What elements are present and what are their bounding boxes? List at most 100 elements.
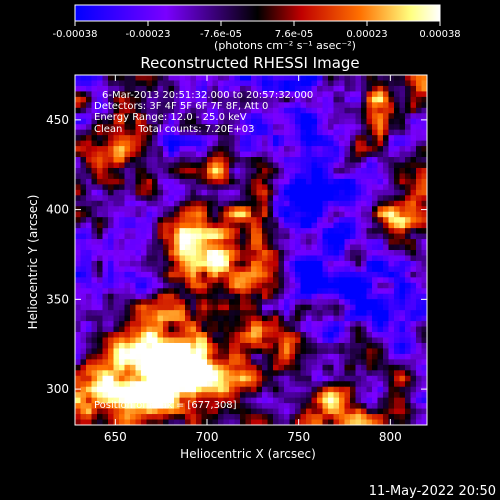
heatmap-cell [240, 266, 246, 273]
heatmap-cell [377, 222, 384, 229]
heatmap-cell [394, 146, 400, 152]
heatmap-cell [174, 288, 180, 295]
heatmap-cell [196, 211, 202, 218]
heatmap-cell [234, 140, 241, 147]
heatmap-cell [185, 244, 191, 251]
heatmap-cell [113, 266, 120, 273]
heatmap-cell [399, 75, 406, 81]
heatmap-cell [273, 135, 279, 142]
heatmap-cell [350, 140, 356, 147]
heatmap-cell [416, 124, 422, 131]
heatmap-cell [361, 222, 367, 229]
heatmap-cell [223, 211, 230, 218]
heatmap-cell [306, 403, 312, 409]
heatmap-cell [344, 353, 351, 360]
heatmap-cell [141, 157, 147, 163]
heatmap-cell [86, 315, 92, 322]
heatmap-cell [366, 80, 373, 87]
heatmap-cell [256, 129, 263, 136]
colorbar-tick-label: -0.00023 [126, 29, 171, 40]
heatmap-cell [344, 282, 351, 289]
heatmap-cell [273, 75, 279, 81]
heatmap-cell [322, 288, 329, 295]
heatmap-cell [344, 271, 351, 278]
heatmap-cell [163, 124, 169, 131]
heatmap-cell [135, 375, 142, 382]
heatmap-cell [273, 282, 279, 289]
heatmap-cell [251, 419, 257, 426]
heatmap-cell [124, 173, 131, 180]
heatmap-cell [157, 91, 164, 98]
heatmap-cell [212, 239, 219, 245]
heatmap-cell [306, 282, 312, 289]
heatmap-cell [300, 419, 307, 426]
heatmap-cell [399, 381, 406, 388]
heatmap-cell [262, 266, 268, 273]
heatmap-cell [201, 96, 208, 103]
heatmap-cell [405, 184, 411, 191]
heatmap-cell [377, 271, 384, 278]
heatmap-cell [399, 107, 406, 114]
heatmap-cell [416, 228, 422, 234]
heatmap-cell [174, 250, 180, 256]
heatmap-cell [311, 271, 318, 278]
heatmap-cell [223, 293, 230, 300]
heatmap-cell [377, 386, 384, 393]
heatmap-cell [322, 408, 329, 415]
heatmap-cell [196, 348, 202, 355]
heatmap-cell [394, 260, 400, 267]
heatmap-cell [306, 200, 312, 207]
heatmap-cell [405, 370, 411, 377]
heatmap-cell [355, 370, 362, 377]
heatmap-cell [405, 255, 411, 262]
heatmap-cell [273, 157, 279, 163]
heatmap-cell [366, 162, 373, 169]
heatmap-cell [229, 118, 235, 125]
heatmap-cell [130, 124, 136, 131]
heatmap-cell [141, 250, 147, 256]
heatmap-cell [119, 271, 125, 278]
heatmap-cell [251, 195, 257, 202]
heatmap-cell [152, 157, 158, 163]
heatmap-cell [245, 244, 252, 251]
heatmap-cell [223, 326, 230, 333]
heatmap-cell [300, 118, 307, 125]
heatmap-cell [207, 342, 213, 349]
heatmap-cell [278, 250, 285, 256]
heatmap-cell [91, 260, 98, 267]
heatmap-cell [240, 403, 246, 409]
heatmap-cell [355, 206, 362, 213]
heatmap-cell [306, 321, 312, 327]
heatmap-cell [300, 277, 307, 284]
heatmap-cell [339, 102, 345, 109]
heatmap-cell [212, 375, 219, 382]
heatmap-cell [75, 228, 81, 234]
heatmap-cell [146, 200, 153, 207]
heatmap-cell [130, 75, 136, 81]
heatmap-cell [421, 211, 428, 218]
heatmap-cell [97, 195, 103, 202]
heatmap-cell [229, 162, 235, 169]
heatmap-cell [284, 403, 290, 409]
heatmap-cell [322, 184, 329, 191]
heatmap-cell [212, 162, 219, 169]
heatmap-cell [229, 271, 235, 278]
heatmap-cell [108, 135, 114, 142]
heatmap-cell [355, 381, 362, 388]
heatmap-cell [421, 364, 428, 371]
heatmap-cell [267, 299, 274, 306]
heatmap-cell [300, 173, 307, 180]
heatmap-cell [234, 386, 241, 393]
heatmap-cell [80, 353, 87, 360]
heatmap-cell [366, 337, 373, 344]
heatmap-cell [135, 217, 142, 224]
heatmap-cell [245, 255, 252, 262]
heatmap-cell [212, 140, 219, 147]
heatmap-cell [201, 80, 208, 87]
heatmap-cell [262, 228, 268, 234]
heatmap-cell [97, 135, 103, 142]
heatmap-cell [355, 102, 362, 109]
heatmap-cell [141, 337, 147, 344]
heatmap-cell [372, 277, 378, 284]
heatmap-cell [344, 342, 351, 349]
